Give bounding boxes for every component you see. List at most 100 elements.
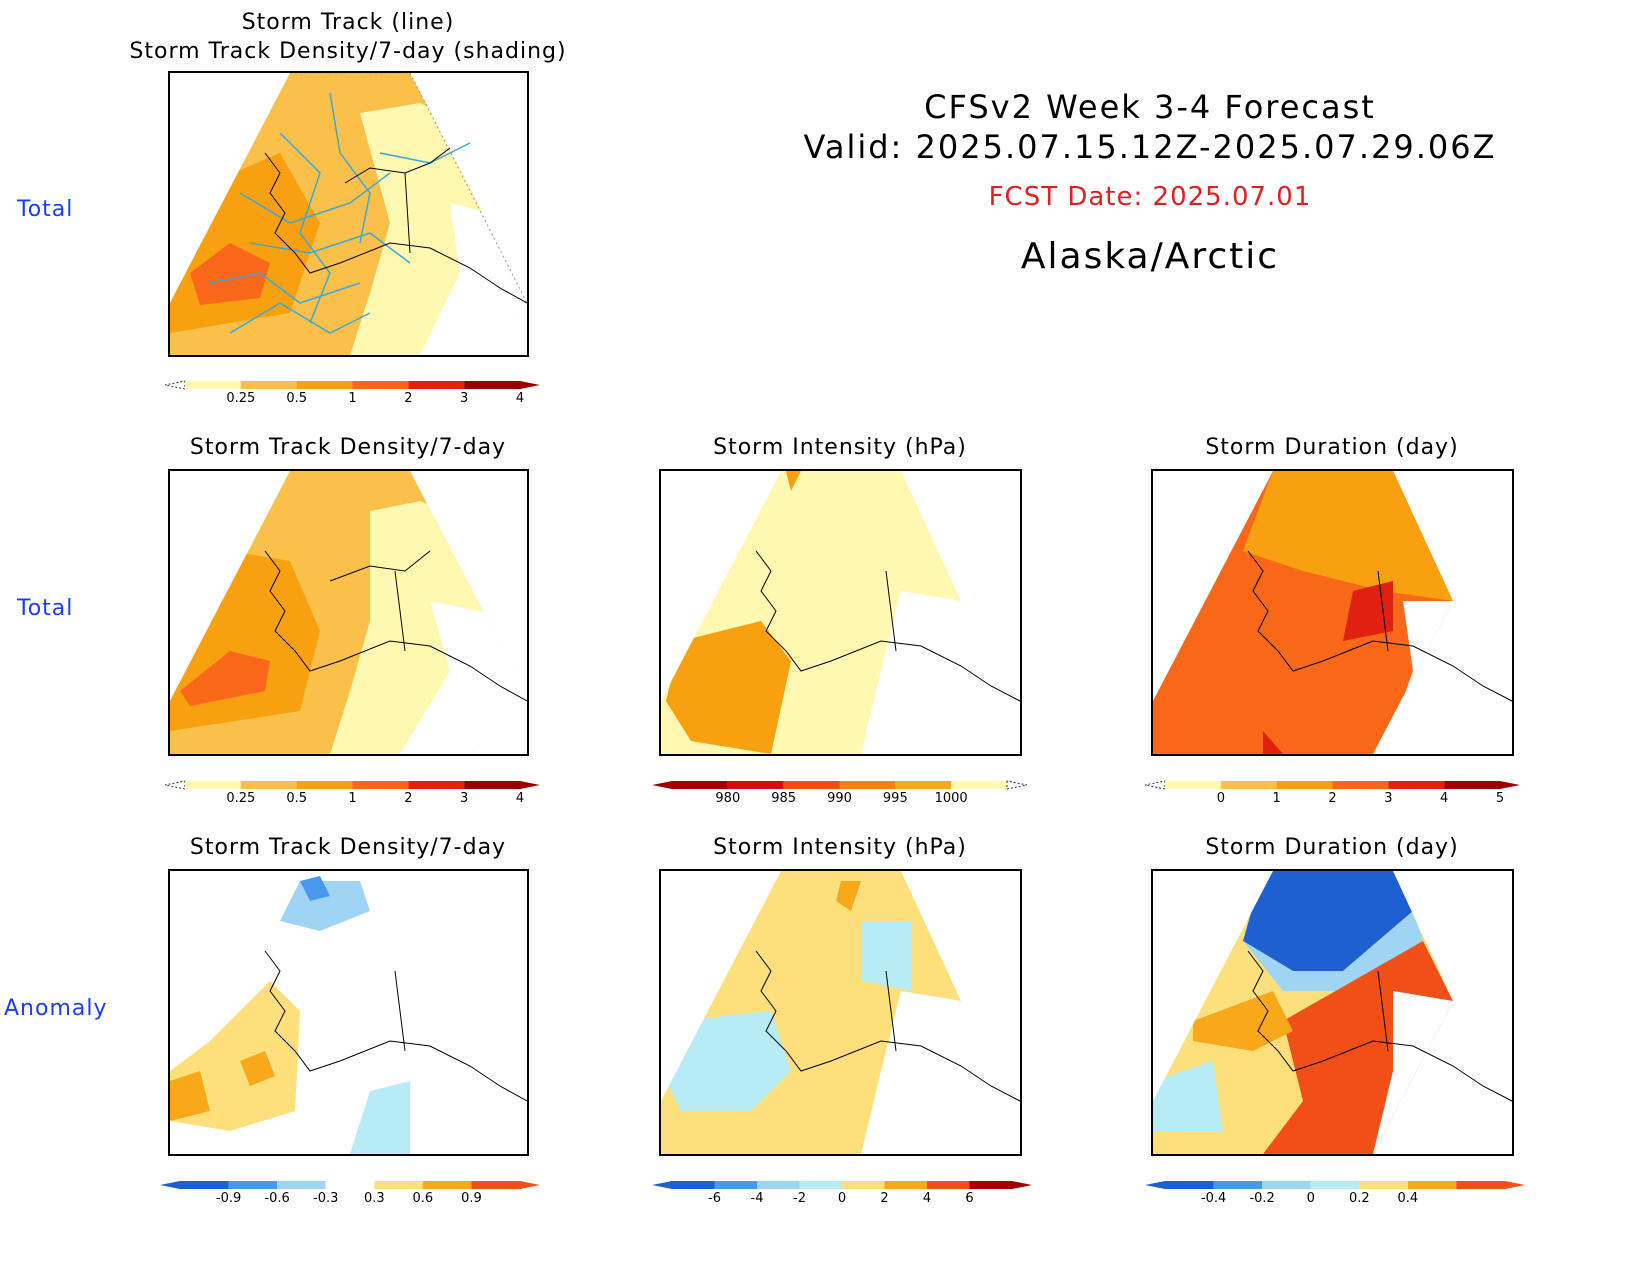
colorbar-swatch: [757, 1181, 800, 1189]
colorbar-swatch: [422, 1181, 472, 1189]
map-intensity-total: [659, 469, 1022, 756]
colorbar-tick-label: 4: [923, 1191, 931, 1206]
top-panel-title-1: Storm Track (line): [241, 10, 455, 35]
colorbar-tick-label: -0.4: [1201, 1191, 1226, 1206]
colorbar-swatch: [1444, 781, 1500, 789]
colorbar-right-arrow: [520, 1181, 540, 1189]
colorbar-tick-label: -2: [793, 1191, 806, 1206]
colorbar-swatch: [352, 781, 409, 789]
colorbar-swatch: [1388, 781, 1445, 789]
colorbar-swatch: [325, 1181, 375, 1189]
valid-period: Valid: 2025.07.15.12Z-2025.07.29.06Z: [803, 128, 1497, 166]
colorbar-tick-label: 4: [516, 791, 524, 806]
row-label-total-2: Total: [17, 596, 74, 621]
colorbar-density-anomaly: -0.9 -0.6 -0.3 0.3 0.6 0.9: [160, 1177, 540, 1207]
colorbar-swatch: [296, 381, 353, 389]
colorbar-left-arrow: [160, 1181, 180, 1189]
colorbar-swatch: [842, 1181, 885, 1189]
colorbar-tick-label: 2: [404, 391, 412, 406]
colorbar-density-top: 0.25 0.5 1 2 3 4: [164, 377, 540, 407]
colorbar-swatch: [839, 781, 896, 789]
colorbar-tick-label: 990: [827, 791, 852, 806]
colorbar-swatch: [352, 381, 409, 389]
colorbar-tick-label: 0.25: [226, 391, 255, 406]
colorbar-tick-label: -0.6: [264, 1191, 289, 1206]
colorbar-tick-label: -4: [751, 1191, 764, 1206]
colorbar-tick-label: 0.4: [1398, 1191, 1419, 1206]
colorbar-tick-label: -6: [708, 1191, 721, 1206]
colorbar-swatch: [180, 1181, 229, 1189]
colorbar-swatch: [951, 781, 1007, 789]
colorbar-swatch: [1213, 1181, 1263, 1189]
total-density-title: Storm Track Density/7-day: [189, 435, 507, 460]
colorbar-duration-total: 0 1 2 3 4 5: [1144, 777, 1520, 807]
colorbar-tick-label: 4: [516, 391, 524, 406]
colorbar-swatch: [408, 781, 465, 789]
colorbar-tick-label: 6: [965, 1191, 973, 1206]
colorbar-tick-label: 2: [1328, 791, 1336, 806]
colorbar-left-arrow: [1144, 780, 1166, 790]
colorbar-swatch: [714, 1181, 757, 1189]
colorbar-swatch: [277, 1181, 326, 1189]
colorbar-right-arrow: [1505, 1181, 1525, 1189]
colorbar-swatch: [969, 1181, 1012, 1189]
total-intensity-title: Storm Intensity (hPa): [713, 435, 967, 460]
colorbar-tick-label: 4: [1440, 791, 1448, 806]
colorbar-tick-label: -0.9: [216, 1191, 241, 1206]
colorbar-density-total-swatches: 0.25 0.5 1 2 3 4: [164, 780, 540, 806]
map-storm-track-total: [168, 71, 529, 357]
colorbar-tick-label: 0.9: [461, 1191, 482, 1206]
colorbar-swatch: [1262, 1181, 1311, 1189]
colorbar-tick-label: 2: [404, 791, 412, 806]
colorbar-swatch: [927, 1181, 970, 1189]
colorbar-swatch: [296, 781, 353, 789]
colorbar-tick-label: 0: [838, 1191, 846, 1206]
colorbar-density-anomaly-swatches: -0.9 -0.6 -0.3 0.3 0.6 0.9: [160, 1181, 540, 1206]
colorbar-swatch: [240, 381, 297, 389]
region-name: Alaska/Arctic: [1020, 236, 1280, 277]
map-intensity-anomaly: [659, 869, 1022, 1156]
colorbar-right-arrow: [520, 781, 540, 789]
colorbar-swatch: [185, 381, 241, 389]
colorbar-swatch: [1310, 1181, 1360, 1189]
colorbar-duration-total-swatches: 0 1 2 3 4 5: [1144, 780, 1520, 806]
colorbar-tick-label: 1: [348, 391, 356, 406]
colorbar-intensity-total: 980 985 990 995 1000: [652, 777, 1028, 807]
anom-duration-title: Storm Duration (day): [1205, 835, 1459, 860]
colorbar-swatch: [1359, 1181, 1408, 1189]
row-label-anomaly: Anomaly: [4, 996, 108, 1021]
colorbar-tick-label: 0.3: [364, 1191, 385, 1206]
colorbar-tick-label: 3: [460, 791, 468, 806]
colorbar-tick-label: 1: [1273, 791, 1281, 806]
colorbar-tick-label: -0.2: [1249, 1191, 1274, 1206]
colorbar-tick-label: 3: [460, 391, 468, 406]
map-duration-total: [1151, 469, 1514, 756]
colorbar-left-arrow: [652, 1181, 672, 1189]
forecast-title: CFSv2 Week 3-4 Forecast: [924, 88, 1376, 126]
anom-density-title: Storm Track Density/7-day: [189, 835, 507, 860]
colorbar-intensity-anomaly: -6 -4 -2 0 2 4 6: [652, 1177, 1032, 1207]
colorbar-tick-label: 0: [1217, 791, 1225, 806]
row-label-total-1: Total: [17, 197, 74, 222]
colorbar-tick-label: 5: [1496, 791, 1504, 806]
colorbar-swatch: [228, 1181, 278, 1189]
colorbar-swatch: [895, 781, 952, 789]
colorbar-swatch: [1276, 781, 1333, 789]
colorbar-intensity-total-swatches: 980 985 990 995 1000: [652, 780, 1028, 806]
colorbar-swatch: [185, 781, 241, 789]
colorbar-swatch: [1220, 781, 1277, 789]
colorbar-swatch: [672, 1181, 715, 1189]
colorbar-right-arrow: [1012, 1181, 1032, 1189]
colorbar-tick-label: 0.2: [1349, 1191, 1370, 1206]
colorbar-duration-anomaly: -0.4 -0.2 0 0.2 0.4: [1145, 1177, 1525, 1207]
colorbar-tick-label: 995: [883, 791, 908, 806]
colorbar-tick-label: 985: [771, 791, 796, 806]
colorbar-intensity-anomaly-swatches: -6 -4 -2 0 2 4 6: [652, 1181, 1032, 1206]
colorbar-tick-label: 1000: [935, 791, 968, 806]
colorbar-right-arrow: [1500, 781, 1520, 789]
colorbar-swatch: [1332, 781, 1389, 789]
map-density-anomaly: [168, 869, 529, 1156]
colorbar-tick-label: 0.5: [286, 391, 307, 406]
colorbar-tick-label: 980: [715, 791, 740, 806]
colorbar-swatch: [374, 1181, 423, 1189]
